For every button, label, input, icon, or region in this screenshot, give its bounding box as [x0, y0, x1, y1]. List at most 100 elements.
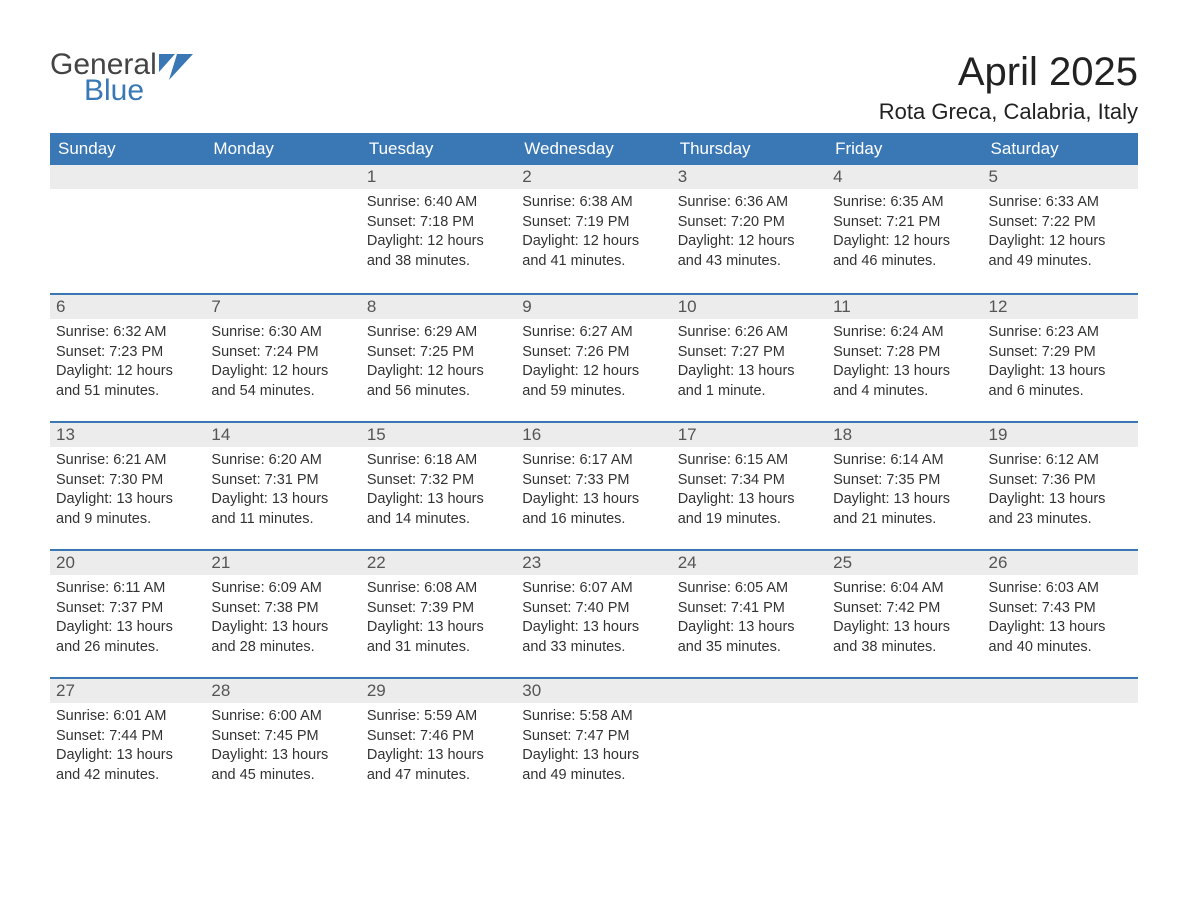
sunset-text: Sunset: 7:37 PM	[56, 599, 199, 619]
sunset-text: Sunset: 7:21 PM	[833, 213, 976, 233]
daylight-text: Daylight: 13 hours and 6 minutes.	[989, 362, 1132, 401]
sunset-text: Sunset: 7:27 PM	[678, 343, 821, 363]
calendar-day: 27Sunrise: 6:01 AMSunset: 7:44 PMDayligh…	[50, 679, 205, 805]
day-details: Sunrise: 6:04 AMSunset: 7:42 PMDaylight:…	[827, 575, 982, 671]
day-number: 12	[983, 295, 1138, 319]
calendar-day: 29Sunrise: 5:59 AMSunset: 7:46 PMDayligh…	[361, 679, 516, 805]
daylight-text: Daylight: 13 hours and 23 minutes.	[989, 490, 1132, 529]
sunset-text: Sunset: 7:42 PM	[833, 599, 976, 619]
calendar-day: 9Sunrise: 6:27 AMSunset: 7:26 PMDaylight…	[516, 295, 671, 421]
day-details: Sunrise: 5:59 AMSunset: 7:46 PMDaylight:…	[361, 703, 516, 799]
daylight-text: Daylight: 13 hours and 21 minutes.	[833, 490, 976, 529]
calendar-week: 13Sunrise: 6:21 AMSunset: 7:30 PMDayligh…	[50, 421, 1138, 549]
day-details	[205, 189, 360, 207]
day-details: Sunrise: 6:18 AMSunset: 7:32 PMDaylight:…	[361, 447, 516, 543]
day-number: 16	[516, 423, 671, 447]
sunset-text: Sunset: 7:29 PM	[989, 343, 1132, 363]
day-number: 19	[983, 423, 1138, 447]
calendar-day: 1Sunrise: 6:40 AMSunset: 7:18 PMDaylight…	[361, 165, 516, 293]
day-number: 13	[50, 423, 205, 447]
day-details: Sunrise: 6:30 AMSunset: 7:24 PMDaylight:…	[205, 319, 360, 415]
calendar-day: 12Sunrise: 6:23 AMSunset: 7:29 PMDayligh…	[983, 295, 1138, 421]
day-details: Sunrise: 6:05 AMSunset: 7:41 PMDaylight:…	[672, 575, 827, 671]
sunset-text: Sunset: 7:28 PM	[833, 343, 976, 363]
day-details: Sunrise: 6:26 AMSunset: 7:27 PMDaylight:…	[672, 319, 827, 415]
calendar-day: 8Sunrise: 6:29 AMSunset: 7:25 PMDaylight…	[361, 295, 516, 421]
flag-icon	[159, 54, 195, 87]
calendar-day: 22Sunrise: 6:08 AMSunset: 7:39 PMDayligh…	[361, 551, 516, 677]
weekday-header-row: SundayMondayTuesdayWednesdayThursdayFrid…	[50, 133, 1138, 165]
day-details	[50, 189, 205, 207]
day-details: Sunrise: 6:07 AMSunset: 7:40 PMDaylight:…	[516, 575, 671, 671]
day-number: 22	[361, 551, 516, 575]
calendar-week: 20Sunrise: 6:11 AMSunset: 7:37 PMDayligh…	[50, 549, 1138, 677]
calendar-day: 16Sunrise: 6:17 AMSunset: 7:33 PMDayligh…	[516, 423, 671, 549]
day-details: Sunrise: 6:21 AMSunset: 7:30 PMDaylight:…	[50, 447, 205, 543]
daylight-text: Daylight: 13 hours and 31 minutes.	[367, 618, 510, 657]
logo-word-blue: Blue	[84, 76, 157, 106]
sunrise-text: Sunrise: 6:29 AM	[367, 323, 510, 343]
day-details: Sunrise: 6:24 AMSunset: 7:28 PMDaylight:…	[827, 319, 982, 415]
sunset-text: Sunset: 7:46 PM	[367, 727, 510, 747]
day-number: 8	[361, 295, 516, 319]
calendar-day	[672, 679, 827, 805]
sunset-text: Sunset: 7:32 PM	[367, 471, 510, 491]
sunrise-text: Sunrise: 6:35 AM	[833, 193, 976, 213]
sunset-text: Sunset: 7:22 PM	[989, 213, 1132, 233]
title-block: April 2025 Rota Greca, Calabria, Italy	[879, 50, 1138, 125]
daylight-text: Daylight: 13 hours and 16 minutes.	[522, 490, 665, 529]
weekday-header: Saturday	[983, 133, 1138, 165]
daylight-text: Daylight: 13 hours and 40 minutes.	[989, 618, 1132, 657]
sunset-text: Sunset: 7:26 PM	[522, 343, 665, 363]
calendar-day: 25Sunrise: 6:04 AMSunset: 7:42 PMDayligh…	[827, 551, 982, 677]
day-number: 14	[205, 423, 360, 447]
sunrise-text: Sunrise: 6:12 AM	[989, 451, 1132, 471]
calendar-day: 15Sunrise: 6:18 AMSunset: 7:32 PMDayligh…	[361, 423, 516, 549]
calendar-day: 30Sunrise: 5:58 AMSunset: 7:47 PMDayligh…	[516, 679, 671, 805]
sunset-text: Sunset: 7:43 PM	[989, 599, 1132, 619]
calendar: SundayMondayTuesdayWednesdayThursdayFrid…	[50, 133, 1138, 805]
sunset-text: Sunset: 7:35 PM	[833, 471, 976, 491]
daylight-text: Daylight: 12 hours and 41 minutes.	[522, 232, 665, 271]
day-number: 21	[205, 551, 360, 575]
calendar-day: 5Sunrise: 6:33 AMSunset: 7:22 PMDaylight…	[983, 165, 1138, 293]
calendar-day: 23Sunrise: 6:07 AMSunset: 7:40 PMDayligh…	[516, 551, 671, 677]
day-number	[50, 165, 205, 189]
day-details	[827, 703, 982, 721]
sunrise-text: Sunrise: 6:36 AM	[678, 193, 821, 213]
sunrise-text: Sunrise: 6:01 AM	[56, 707, 199, 727]
day-number: 23	[516, 551, 671, 575]
daylight-text: Daylight: 13 hours and 26 minutes.	[56, 618, 199, 657]
day-details: Sunrise: 6:14 AMSunset: 7:35 PMDaylight:…	[827, 447, 982, 543]
daylight-text: Daylight: 13 hours and 19 minutes.	[678, 490, 821, 529]
header: General Blue April 2025 Rota Greca, Cala…	[50, 50, 1138, 125]
sunrise-text: Sunrise: 6:07 AM	[522, 579, 665, 599]
sunrise-text: Sunrise: 6:11 AM	[56, 579, 199, 599]
sunrise-text: Sunrise: 6:09 AM	[211, 579, 354, 599]
sunrise-text: Sunrise: 6:17 AM	[522, 451, 665, 471]
day-number: 6	[50, 295, 205, 319]
sunset-text: Sunset: 7:38 PM	[211, 599, 354, 619]
day-number: 17	[672, 423, 827, 447]
day-details: Sunrise: 6:09 AMSunset: 7:38 PMDaylight:…	[205, 575, 360, 671]
day-details: Sunrise: 6:17 AMSunset: 7:33 PMDaylight:…	[516, 447, 671, 543]
day-details: Sunrise: 6:33 AMSunset: 7:22 PMDaylight:…	[983, 189, 1138, 285]
day-number: 15	[361, 423, 516, 447]
daylight-text: Daylight: 13 hours and 33 minutes.	[522, 618, 665, 657]
sunset-text: Sunset: 7:25 PM	[367, 343, 510, 363]
day-details: Sunrise: 6:29 AMSunset: 7:25 PMDaylight:…	[361, 319, 516, 415]
sunrise-text: Sunrise: 5:58 AM	[522, 707, 665, 727]
sunset-text: Sunset: 7:23 PM	[56, 343, 199, 363]
day-details: Sunrise: 6:15 AMSunset: 7:34 PMDaylight:…	[672, 447, 827, 543]
weekday-header: Friday	[827, 133, 982, 165]
day-details: Sunrise: 6:23 AMSunset: 7:29 PMDaylight:…	[983, 319, 1138, 415]
day-number: 4	[827, 165, 982, 189]
weeks-container: 1Sunrise: 6:40 AMSunset: 7:18 PMDaylight…	[50, 165, 1138, 805]
calendar-day: 17Sunrise: 6:15 AMSunset: 7:34 PMDayligh…	[672, 423, 827, 549]
day-details: Sunrise: 6:36 AMSunset: 7:20 PMDaylight:…	[672, 189, 827, 285]
day-details: Sunrise: 6:38 AMSunset: 7:19 PMDaylight:…	[516, 189, 671, 285]
calendar-day: 7Sunrise: 6:30 AMSunset: 7:24 PMDaylight…	[205, 295, 360, 421]
sunset-text: Sunset: 7:39 PM	[367, 599, 510, 619]
day-number	[672, 679, 827, 703]
day-details	[672, 703, 827, 721]
